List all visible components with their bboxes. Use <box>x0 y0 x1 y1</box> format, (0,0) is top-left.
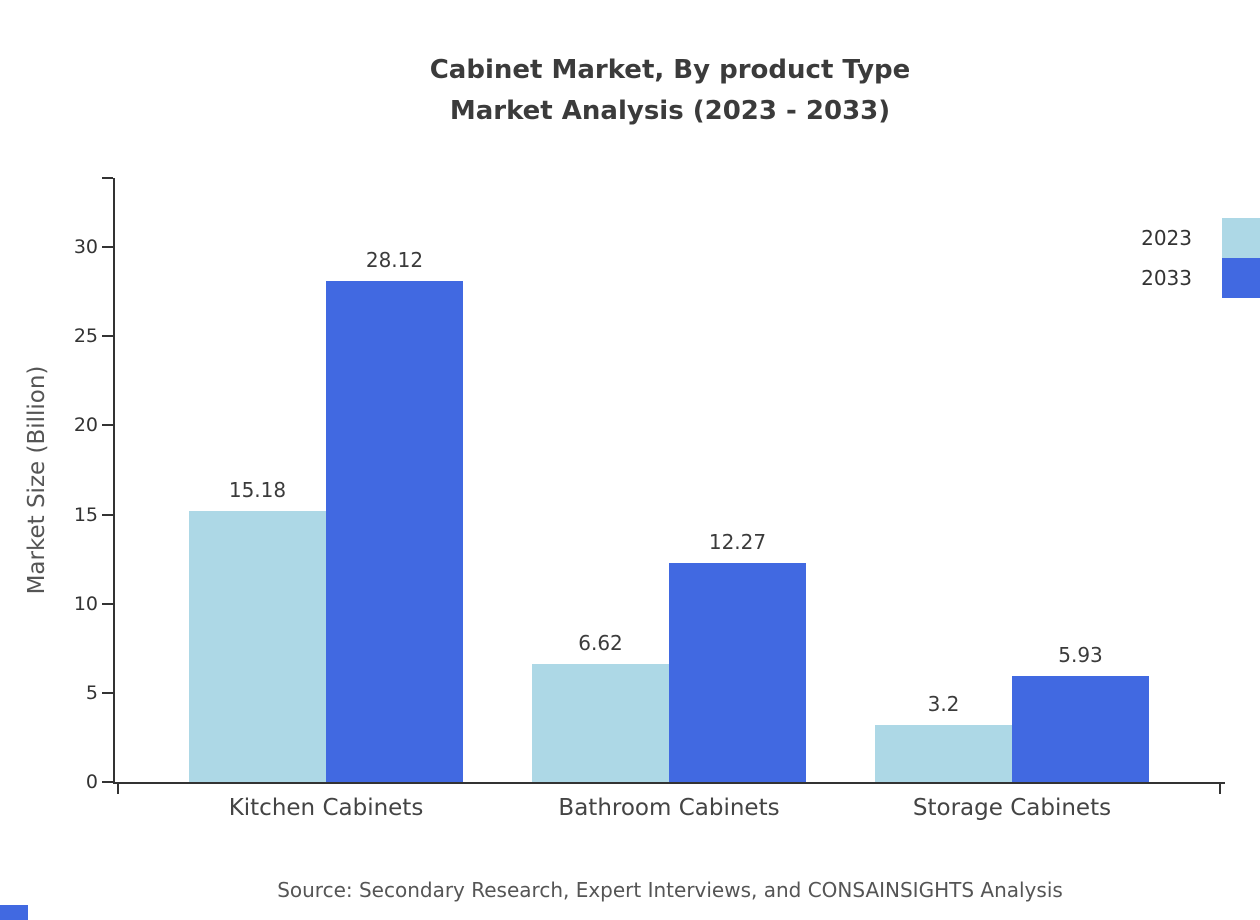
y-tick-mark <box>102 424 113 427</box>
y-axis-end-tick <box>102 177 113 179</box>
bar-2033-1 <box>326 281 463 782</box>
y-tick-label: 20 <box>73 414 98 437</box>
bar-value-label: 28.12 <box>365 248 424 272</box>
x-axis-right-end-tick <box>1219 782 1221 794</box>
bar-2023-1 <box>189 511 326 782</box>
x-axis-left-end-tick <box>117 782 119 794</box>
y-tick-label: 10 <box>73 592 98 615</box>
corner-watermark <box>0 905 28 920</box>
y-tick-mark <box>102 691 113 694</box>
x-category-label: Kitchen Cabinets <box>228 795 424 821</box>
bar-value-label: 15.18 <box>228 478 287 502</box>
y-axis-line <box>113 178 115 784</box>
y-tick-mark <box>102 513 113 516</box>
y-tick-mark <box>102 335 113 338</box>
y-tick-label: 25 <box>73 325 98 348</box>
x-category-label: Bathroom Cabinets <box>558 795 780 821</box>
bar-2033-2 <box>669 563 806 782</box>
legend-row-2023: 2023 <box>1141 218 1260 258</box>
bar-value-label: 6.62 <box>578 631 623 655</box>
bar-2023-2 <box>532 664 669 782</box>
y-tick-label: 5 <box>85 681 98 704</box>
legend-row-2033: 2033 <box>1141 258 1260 298</box>
legend-swatch-2023 <box>1222 218 1260 258</box>
chart-title-line1: Cabinet Market, By product Type <box>429 55 911 85</box>
y-tick-mark <box>102 602 113 605</box>
bar-value-label: 3.2 <box>927 692 960 716</box>
chart-title-line2: Market Analysis (2023 - 2033) <box>449 96 891 126</box>
y-axis-title: Market Size (Billion) <box>24 365 50 595</box>
bar-value-label: 12.27 <box>708 530 767 554</box>
legend-swatch-2033 <box>1222 258 1260 298</box>
y-tick-mark <box>102 246 113 248</box>
legend-label: 2033 <box>1141 266 1192 290</box>
bar-2023-3 <box>875 725 1012 782</box>
y-tick-mark <box>102 781 113 783</box>
y-tick-label: 30 <box>73 236 98 258</box>
source-text: Source: Secondary Research, Expert Inter… <box>277 878 1063 902</box>
y-tick-label: 0 <box>85 771 98 793</box>
legend-label: 2023 <box>1141 226 1192 250</box>
bar-value-label: 5.93 <box>1058 643 1103 667</box>
bar-2033-3 <box>1012 676 1149 782</box>
x-category-label: Storage Cabinets <box>912 795 1112 821</box>
y-tick-label: 15 <box>73 503 98 526</box>
x-axis-line <box>113 782 1225 784</box>
